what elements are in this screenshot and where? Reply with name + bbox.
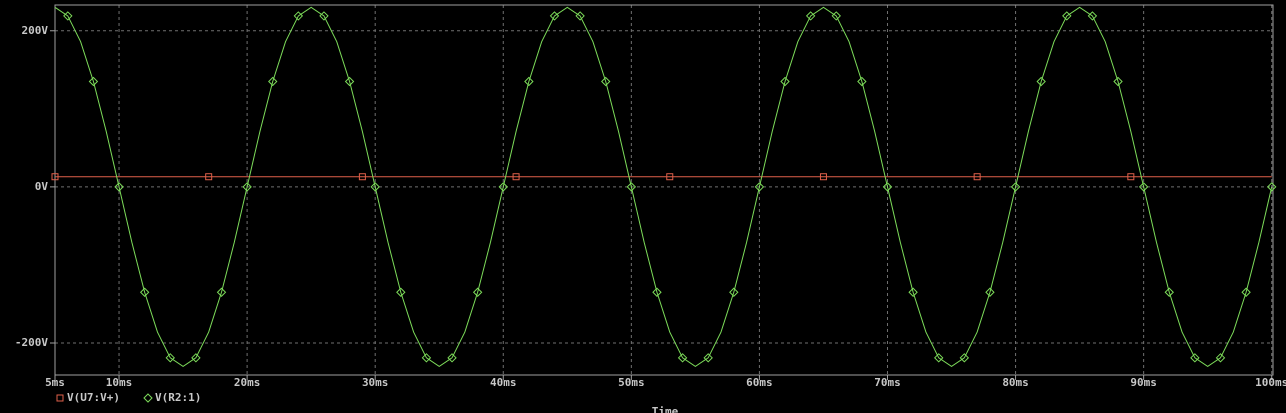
x-tick-label: 60ms (746, 376, 773, 389)
marker (666, 173, 674, 181)
marker (293, 11, 304, 21)
marker (703, 353, 713, 363)
marker (205, 173, 213, 181)
marker (959, 353, 970, 363)
marker (985, 287, 995, 297)
marker (498, 182, 508, 192)
x-tick-label: 30ms (362, 376, 389, 389)
marker (1127, 173, 1135, 181)
marker (242, 182, 252, 192)
marker (512, 173, 520, 181)
legend-marker (143, 393, 153, 403)
legend-label: V(R2:1) (155, 391, 201, 404)
x-tick-label: 20ms (234, 376, 261, 389)
marker (114, 182, 124, 192)
marker (652, 287, 662, 297)
marker (1036, 76, 1046, 87)
marker (1164, 287, 1174, 297)
marker (421, 353, 432, 363)
marker (447, 353, 457, 363)
marker (319, 11, 329, 21)
marker (973, 173, 981, 181)
marker (51, 173, 59, 181)
x-tick-label: 50ms (618, 376, 645, 389)
x-tick-label: 100ms (1255, 376, 1286, 389)
marker (819, 173, 827, 181)
marker (934, 353, 944, 363)
y-tick-label: 200V (22, 24, 49, 37)
marker (88, 76, 99, 87)
y-tick-label: 0V (35, 180, 49, 193)
marker (754, 182, 765, 192)
marker (63, 11, 73, 21)
x-tick-label: 90ms (1130, 376, 1157, 389)
marker (575, 11, 585, 21)
marker (165, 353, 175, 363)
marker (472, 287, 483, 297)
marker (729, 287, 739, 297)
marker (1267, 182, 1277, 192)
marker (396, 287, 406, 297)
x-axis-label: Time (652, 405, 679, 413)
marker (216, 287, 227, 297)
marker (1138, 182, 1149, 192)
marker (1010, 182, 1021, 192)
x-tick-label: 80ms (1002, 376, 1029, 389)
marker (780, 76, 790, 87)
marker (549, 11, 560, 21)
marker (908, 287, 918, 297)
x-tick-label: 10ms (106, 376, 133, 389)
marker (601, 76, 611, 87)
marker (805, 11, 816, 21)
legend-marker (56, 394, 64, 402)
marker (370, 182, 380, 192)
marker (677, 353, 688, 363)
marker (191, 353, 201, 363)
marker (1241, 287, 1251, 297)
marker (344, 76, 355, 87)
marker (358, 173, 366, 181)
x-tick-label: 5ms (45, 376, 65, 389)
x-tick-label: 70ms (874, 376, 901, 389)
y-tick-label: -200V (15, 336, 48, 349)
legend-label: V(U7:V+) (67, 391, 120, 404)
marker (524, 76, 534, 87)
x-tick-label: 40ms (490, 376, 517, 389)
marker (857, 76, 867, 87)
marker (1087, 11, 1098, 21)
marker (1062, 11, 1072, 21)
marker (626, 182, 637, 192)
marker (268, 76, 278, 87)
marker (139, 287, 150, 297)
marker (831, 11, 841, 21)
marker (882, 182, 893, 192)
marker (1215, 353, 1226, 363)
marker (1190, 353, 1200, 363)
marker (1113, 76, 1123, 87)
